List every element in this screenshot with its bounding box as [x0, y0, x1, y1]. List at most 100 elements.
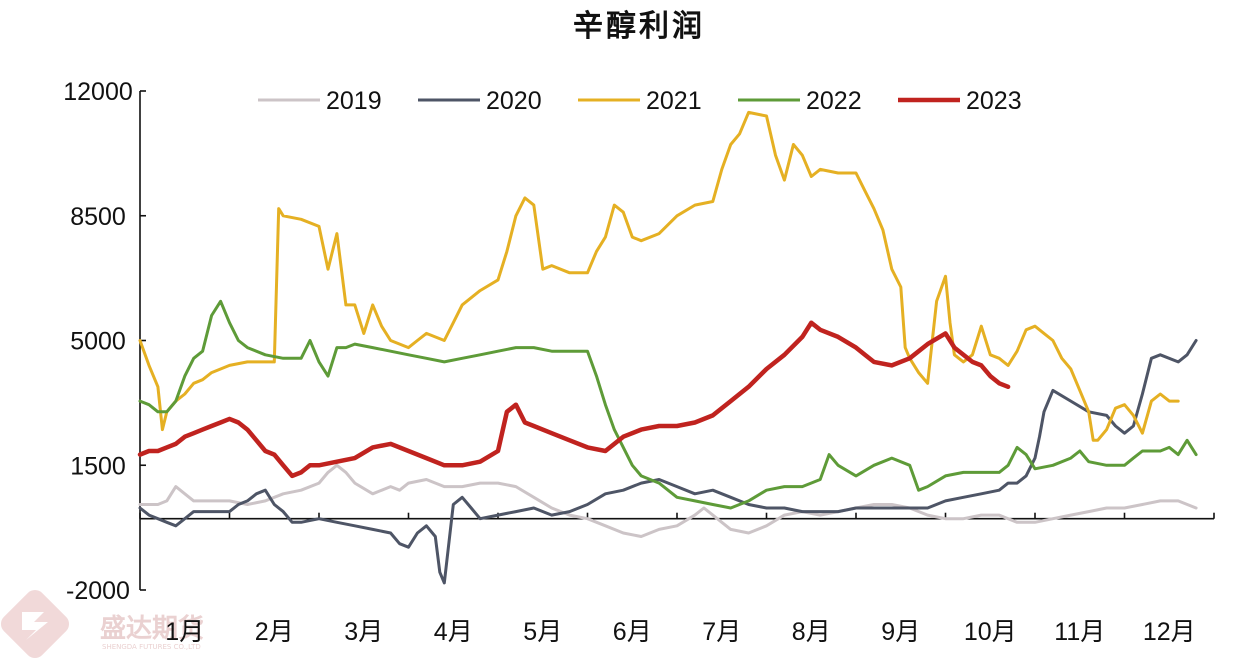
data-point-2020 [211, 511, 213, 513]
data-point-2021 [980, 325, 982, 327]
data-point-2020 [604, 493, 607, 495]
data-point-2022 [1195, 454, 1197, 456]
data-point-2021 [971, 354, 974, 356]
data-point-2021 [774, 154, 777, 156]
data-point-2019 [372, 493, 374, 495]
data-point-2020 [452, 503, 454, 506]
data-point-2020 [237, 503, 239, 506]
data-point-2021 [1043, 332, 1045, 334]
data-point-2020 [551, 514, 553, 516]
data-point-2022 [372, 347, 374, 349]
data-point-2021 [1070, 368, 1072, 370]
series-group [137, 110, 1198, 585]
data-point-2020 [998, 489, 1000, 491]
data-point-2022 [211, 314, 213, 317]
data-point-2023 [273, 454, 275, 456]
data-point-2020 [1038, 436, 1041, 438]
data-point-2021 [1168, 400, 1170, 402]
data-point-2021 [1061, 357, 1063, 359]
data-point-2022 [1088, 461, 1090, 463]
data-point-2023 [569, 439, 571, 441]
data-point-2022 [1079, 450, 1081, 452]
data-point-2020 [166, 521, 168, 523]
data-point-2023 [927, 343, 929, 345]
series-2020 [138, 339, 1198, 585]
data-point-2021 [1025, 329, 1027, 331]
data-point-2019 [443, 486, 445, 488]
data-point-2023 [748, 386, 750, 388]
data-point-2019 [497, 482, 499, 484]
data-point-2019 [1070, 514, 1072, 516]
data-point-2023 [694, 421, 696, 424]
x-tick-label: 6月 [613, 618, 652, 646]
data-point-2020 [748, 503, 750, 506]
data-point-2023 [801, 336, 803, 338]
data-point-2023 [962, 354, 965, 356]
data-point-2022 [425, 357, 427, 359]
data-point-2019 [1034, 521, 1036, 523]
data-point-2020 [157, 518, 159, 520]
data-point-2023 [989, 375, 991, 377]
data-point-2021 [900, 286, 902, 288]
data-point-2021 [148, 364, 150, 366]
data-point-2023 [712, 414, 714, 416]
data-point-2023 [336, 461, 338, 463]
chart-title: 辛醇利润 [573, 9, 705, 44]
x-axis-ticks: 1月 2月 3月 4月 5月 6月 7月 8月 9月 10月 11月 12月 [165, 618, 1195, 646]
data-point-2022 [202, 350, 204, 352]
data-point-2022 [783, 486, 786, 488]
data-point-2021 [721, 168, 723, 170]
data-point-2022 [1177, 454, 1179, 456]
data-point-2023 [291, 475, 293, 477]
data-point-2022 [730, 507, 732, 509]
legend-label: 2021 [646, 87, 702, 115]
data-point-2020 [264, 489, 266, 491]
data-point-2019 [246, 503, 248, 506]
data-point-2022 [1034, 468, 1036, 470]
data-point-2023 [586, 446, 589, 448]
data-point-2019 [658, 528, 660, 531]
data-point-2019 [515, 486, 517, 488]
data-point-2019 [819, 514, 821, 516]
data-point-2022 [479, 354, 481, 356]
data-point-2020 [1034, 457, 1036, 459]
data-point-2023 [202, 429, 204, 431]
data-point-2022 [184, 375, 186, 377]
x-tick-label: 2月 [255, 618, 294, 646]
data-point-2022 [748, 500, 750, 502]
data-point-2020 [461, 496, 463, 498]
y-tick-label: 1500 [70, 452, 126, 480]
data-point-2020 [479, 518, 481, 520]
x-tick-label: 5月 [523, 618, 562, 646]
data-point-2022 [918, 489, 920, 491]
data-point-2019 [390, 486, 392, 488]
data-point-2023 [300, 471, 302, 473]
x-tick-label: 1月 [165, 618, 204, 646]
data-point-2023 [980, 364, 982, 366]
data-point-2021 [1150, 400, 1152, 402]
legend-item-2023: 2023 [898, 87, 1022, 115]
y-tick-label: 5000 [70, 328, 126, 356]
data-point-2022 [157, 411, 159, 413]
data-point-2022 [658, 482, 660, 484]
legend-label: 2019 [326, 87, 382, 115]
data-point-2019 [479, 482, 481, 484]
data-point-2023 [1007, 386, 1009, 388]
data-point-2023 [166, 446, 168, 448]
legend: 2019 2020 2021 2022 2023 [258, 87, 1022, 115]
x-tick-label: 8月 [792, 618, 831, 646]
data-point-2020 [909, 507, 911, 509]
data-point-2020 [228, 511, 231, 513]
data-point-2020 [336, 521, 338, 523]
data-point-2020 [425, 525, 427, 527]
data-point-2023 [855, 347, 857, 349]
series-2021 [138, 110, 1180, 442]
data-point-2020 [372, 528, 374, 531]
data-point-2020 [1177, 361, 1179, 363]
data-point-2020 [246, 500, 248, 502]
data-point-2019 [282, 493, 284, 495]
data-point-2019 [157, 503, 159, 506]
data-point-2019 [712, 514, 714, 516]
data-point-2020 [819, 511, 821, 513]
